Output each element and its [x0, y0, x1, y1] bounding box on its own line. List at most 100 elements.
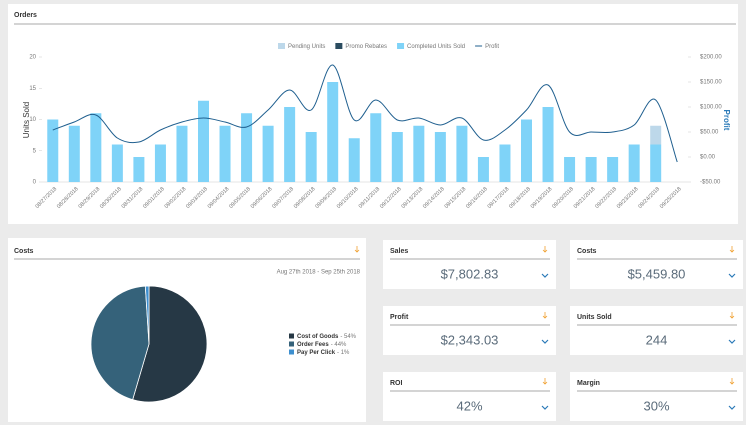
kpi-tile — [383, 306, 556, 355]
kpi-value: 30% — [643, 398, 669, 413]
legend-value: - 44% — [331, 342, 347, 348]
kpi-tile — [570, 372, 743, 421]
bar — [305, 132, 317, 182]
sort-icon[interactable] — [729, 378, 735, 385]
sort-icon[interactable] — [542, 378, 548, 385]
bar — [456, 125, 468, 182]
bar — [68, 125, 80, 182]
bar — [241, 113, 253, 182]
bar — [348, 138, 360, 182]
kpi-title: Margin — [577, 380, 600, 387]
kpi-value: $2,343.03 — [441, 332, 499, 347]
bar — [47, 119, 59, 182]
legend-swatch — [397, 43, 405, 49]
bar — [111, 144, 123, 182]
bar — [499, 144, 511, 182]
bar — [327, 82, 339, 182]
sort-icon[interactable] — [354, 246, 360, 253]
legend-name: Pay Per Click — [297, 350, 336, 356]
bar — [90, 113, 102, 182]
bar — [133, 157, 145, 182]
date-range: Aug 27th 2018 - Sep 25th 2018 — [277, 270, 361, 276]
y-tick-label: 20 — [29, 55, 36, 61]
sort-icon[interactable] — [542, 312, 548, 319]
bar — [434, 132, 446, 182]
legend-item: Pay Per Click - 1% — [297, 350, 350, 356]
kpi-value: $5,459.80 — [628, 266, 686, 281]
legend-item: Order Fees - 44% — [297, 342, 347, 348]
bar — [650, 144, 662, 182]
expand-chevron[interactable] — [541, 273, 549, 278]
sort-icon[interactable] — [542, 246, 548, 253]
kpi-title: Costs — [577, 248, 597, 255]
bar — [542, 107, 554, 182]
expand-chevron[interactable] — [728, 405, 736, 410]
y-tick-label: 15 — [29, 86, 36, 92]
kpi-tile — [570, 240, 743, 289]
bar — [391, 132, 403, 182]
bar — [628, 144, 640, 182]
y-axis-label: Units Sold — [22, 102, 31, 138]
bar — [585, 157, 597, 182]
pie-slice — [90, 285, 150, 401]
sort-icon[interactable] — [729, 246, 735, 253]
expand-chevron[interactable] — [541, 339, 549, 344]
legend-value: - 54% — [340, 334, 356, 340]
y2-tick-label: -$50.00 — [700, 180, 721, 186]
legend-label: Completed Units Sold — [407, 44, 465, 50]
pie-slice — [144, 285, 150, 345]
expand-chevron[interactable] — [541, 405, 549, 410]
legend-name: Cost of Goods — [297, 334, 339, 340]
costs-title: Costs — [14, 248, 34, 255]
y2-tick-label: $50.00 — [700, 130, 719, 136]
legend-swatch — [335, 43, 343, 49]
bar — [370, 113, 382, 182]
bar — [154, 144, 166, 182]
legend-value: - 1% — [337, 350, 350, 356]
legend-name: Order Fees — [297, 342, 329, 348]
y2-tick-label: $150.00 — [700, 80, 722, 86]
bar — [564, 157, 576, 182]
y2-axis-label: Profit — [722, 110, 731, 131]
kpi-title: Units Sold — [577, 314, 612, 321]
y2-tick-label: $100.00 — [700, 105, 722, 111]
kpi-value: 42% — [456, 398, 482, 413]
legend-label: Pending Units — [288, 44, 325, 50]
y-tick-label: 0 — [33, 180, 37, 186]
bar — [650, 125, 662, 145]
bar — [198, 100, 209, 182]
profit-line — [52, 64, 678, 163]
orders-title: Orders — [14, 12, 37, 19]
kpi-value: $7,802.83 — [441, 266, 499, 281]
bar — [176, 125, 188, 182]
bar — [477, 157, 489, 182]
expand-chevron[interactable] — [728, 273, 736, 278]
y2-tick-label: $0.00 — [700, 155, 716, 161]
legend-label: Promo Rebates — [345, 44, 387, 50]
legend-swatch — [278, 43, 285, 49]
legend-swatch — [289, 341, 294, 347]
bar — [413, 125, 425, 182]
expand-chevron[interactable] — [728, 339, 736, 344]
bar — [219, 125, 231, 182]
pie-slice — [132, 285, 208, 403]
kpi-tile — [383, 372, 556, 421]
bar — [262, 125, 274, 182]
kpi-tile — [570, 306, 743, 355]
legend-swatch — [289, 349, 294, 355]
bar — [521, 119, 532, 182]
sort-icon[interactable] — [729, 312, 735, 319]
legend-label: Profit — [485, 44, 499, 50]
legend-swatch — [289, 333, 294, 339]
kpi-value: 244 — [646, 332, 668, 347]
kpi-tile — [383, 240, 556, 289]
kpi-title: ROI — [390, 380, 403, 387]
y2-tick-label: $200.00 — [700, 55, 722, 61]
bar — [284, 107, 296, 182]
legend-item: Cost of Goods - 54% — [297, 334, 357, 340]
kpi-title: Profit — [390, 314, 409, 321]
bar — [607, 157, 619, 182]
y-tick-label: 5 — [33, 148, 37, 154]
y-tick-label: 10 — [29, 117, 36, 123]
